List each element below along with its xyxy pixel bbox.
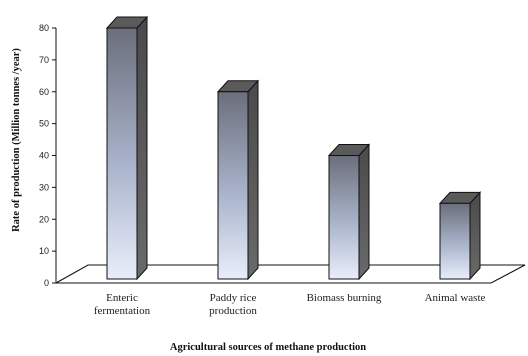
y-tick-label: 80 (39, 23, 49, 33)
y-axis-title: Rate of production (Million tonnes /year… (11, 48, 22, 232)
category-label: Animal waste (425, 292, 486, 304)
category-label: Enteric fermentation (94, 292, 151, 317)
y-tick-label: 0 (44, 278, 49, 288)
y-tick-label: 10 (39, 246, 49, 256)
bar (105, 15, 149, 281)
bar-side (358, 143, 370, 281)
y-tick-label: 20 (39, 214, 49, 224)
bar-side (136, 15, 148, 281)
y-tick-label: 50 (39, 119, 49, 129)
x-axis-title: Agricultural sources of methane producti… (170, 342, 366, 353)
category-label: Biomass burning (307, 292, 382, 304)
y-tick-label: 60 (39, 87, 49, 97)
chart-floor (53, 264, 526, 284)
y-tick-label: 40 (39, 151, 49, 161)
category-label: Paddy rice production (209, 292, 257, 317)
bar (438, 191, 482, 281)
bar-front (217, 91, 249, 280)
bar-side (247, 79, 259, 281)
bar-side (469, 191, 481, 281)
bar (216, 79, 260, 281)
y-tick-label: 30 (39, 182, 49, 192)
bar-front (328, 155, 360, 280)
y-tick-label: 70 (39, 55, 49, 65)
bar (327, 143, 371, 281)
bar-front (439, 202, 471, 280)
bar-front (106, 27, 138, 280)
